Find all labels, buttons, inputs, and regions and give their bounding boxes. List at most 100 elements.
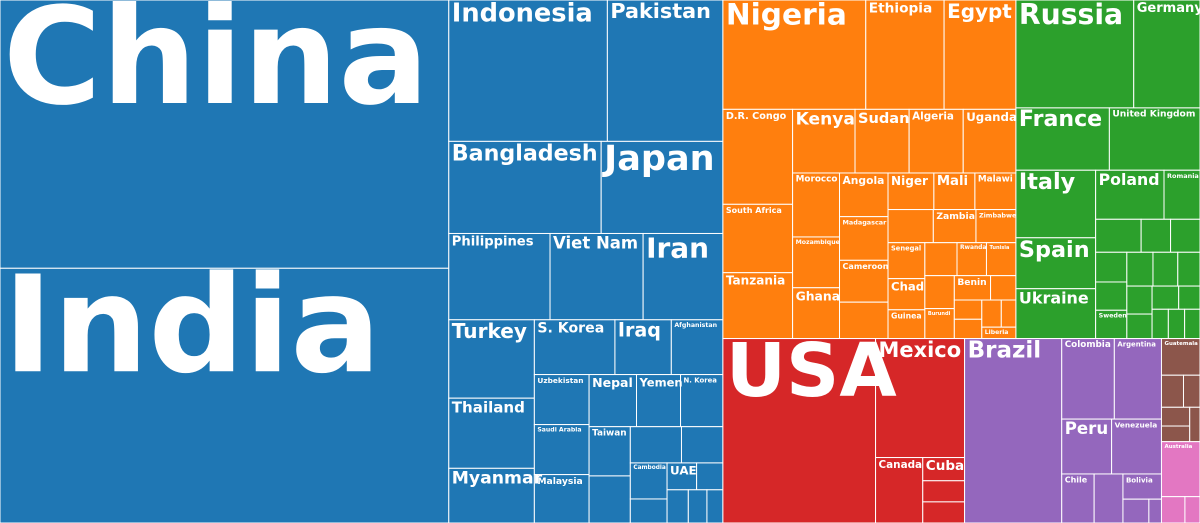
country-cell bbox=[1126, 313, 1153, 340]
country-cell bbox=[1184, 308, 1200, 340]
country-cell bbox=[1015, 0, 1135, 109]
country-cell bbox=[448, 140, 602, 234]
country-label: Zimbabwe bbox=[979, 211, 1017, 219]
country-cell bbox=[1184, 496, 1200, 523]
country-cell bbox=[1163, 169, 1200, 220]
country-cell bbox=[533, 319, 616, 376]
country-cell bbox=[1095, 251, 1128, 283]
country-label: Saudi Arabia bbox=[537, 427, 581, 434]
country-cell bbox=[1111, 418, 1162, 475]
country-label: Ghana bbox=[796, 288, 840, 303]
country-cell bbox=[1140, 218, 1172, 253]
country-cell bbox=[964, 338, 1063, 523]
country-cell bbox=[1160, 374, 1184, 408]
country-cell bbox=[922, 480, 966, 503]
country-label: Morocco bbox=[796, 175, 838, 185]
country-cell bbox=[629, 426, 682, 464]
country-label: Cambodia bbox=[633, 465, 666, 471]
country-cell bbox=[962, 108, 1017, 174]
country-label: Liberia bbox=[985, 329, 1009, 336]
country-label: China bbox=[3, 0, 429, 135]
country-cell bbox=[953, 299, 983, 320]
country-label: Malaysia bbox=[537, 476, 582, 487]
country-label: Ukraine bbox=[1019, 289, 1089, 308]
country-cell bbox=[549, 232, 644, 321]
country-cell bbox=[722, 338, 877, 523]
country-label: Colombia bbox=[1065, 340, 1111, 350]
country-label: Romania bbox=[1167, 172, 1199, 180]
country-label: S. Korea bbox=[537, 320, 604, 336]
country-cell bbox=[990, 275, 1017, 301]
country-cell bbox=[706, 489, 724, 523]
country-label: Guinea bbox=[891, 311, 922, 320]
country-cell bbox=[1122, 473, 1162, 500]
country-label: Argentina bbox=[1117, 340, 1156, 348]
country-label: Bolivia bbox=[1126, 476, 1153, 485]
country-label: Sweden bbox=[1099, 312, 1128, 319]
country-label: Iran bbox=[646, 231, 709, 264]
country-cell bbox=[666, 462, 698, 491]
country-cell bbox=[887, 172, 935, 211]
country-cell bbox=[629, 462, 668, 500]
country-cell bbox=[953, 318, 983, 340]
country-cell bbox=[1108, 107, 1200, 171]
country-cell bbox=[448, 467, 535, 523]
country-label: Ethiopia bbox=[869, 1, 932, 17]
country-label: Iraq bbox=[618, 319, 661, 341]
country-cell bbox=[792, 108, 856, 174]
country-cell bbox=[922, 501, 966, 523]
country-cell bbox=[981, 299, 1002, 328]
country-cell bbox=[0, 267, 450, 523]
country-label: South Africa bbox=[726, 206, 782, 215]
country-label: Thailand bbox=[452, 398, 525, 416]
country-cell bbox=[953, 275, 992, 301]
country-label: Niger bbox=[891, 174, 928, 188]
country-cell bbox=[933, 172, 976, 211]
country-cell bbox=[975, 209, 1017, 244]
country-cell bbox=[1148, 498, 1162, 523]
country-label: Indonesia bbox=[452, 0, 593, 28]
country-cell bbox=[600, 140, 724, 234]
country-cell bbox=[1095, 218, 1142, 253]
country-label: Egypt bbox=[947, 0, 1012, 23]
country-cell bbox=[1095, 309, 1128, 340]
country-cell bbox=[1000, 299, 1017, 328]
country-cell bbox=[908, 108, 964, 174]
country-cell bbox=[1095, 169, 1165, 220]
country-cell bbox=[1182, 374, 1200, 408]
country-cell bbox=[636, 374, 682, 428]
country-label: Cuba bbox=[926, 458, 964, 474]
country-label: Zambia bbox=[936, 211, 975, 222]
country-cell bbox=[1093, 473, 1124, 523]
country-label: United Kingdom bbox=[1112, 109, 1195, 119]
country-label: Turkey bbox=[452, 319, 527, 343]
country-cell bbox=[722, 108, 794, 205]
country-label: Italy bbox=[1019, 169, 1076, 195]
country-label: Myanmar bbox=[452, 468, 543, 488]
country-cell bbox=[666, 489, 689, 523]
country-cell bbox=[1160, 441, 1200, 498]
country-cell bbox=[0, 0, 450, 269]
country-label: Canada bbox=[879, 459, 923, 471]
country-label: Bangladesh bbox=[452, 140, 598, 166]
country-cell bbox=[1133, 0, 1200, 109]
country-cell bbox=[614, 319, 672, 376]
country-cell bbox=[448, 319, 535, 399]
country-cell bbox=[887, 278, 926, 311]
country-cell bbox=[1015, 288, 1097, 340]
country-cell bbox=[533, 374, 590, 426]
country-cell bbox=[1167, 308, 1186, 340]
country-cell bbox=[1061, 473, 1095, 523]
country-cell bbox=[924, 308, 955, 340]
country-cell bbox=[924, 275, 955, 310]
country-label: Japan bbox=[602, 138, 714, 179]
country-cell bbox=[1126, 251, 1154, 287]
country-label: USA bbox=[726, 328, 897, 414]
country-label: Nigeria bbox=[726, 0, 847, 32]
country-label: Afghanistan bbox=[674, 322, 717, 329]
country-label: Mexico bbox=[879, 338, 962, 362]
country-cell bbox=[1189, 406, 1200, 443]
country-cell bbox=[722, 203, 794, 274]
